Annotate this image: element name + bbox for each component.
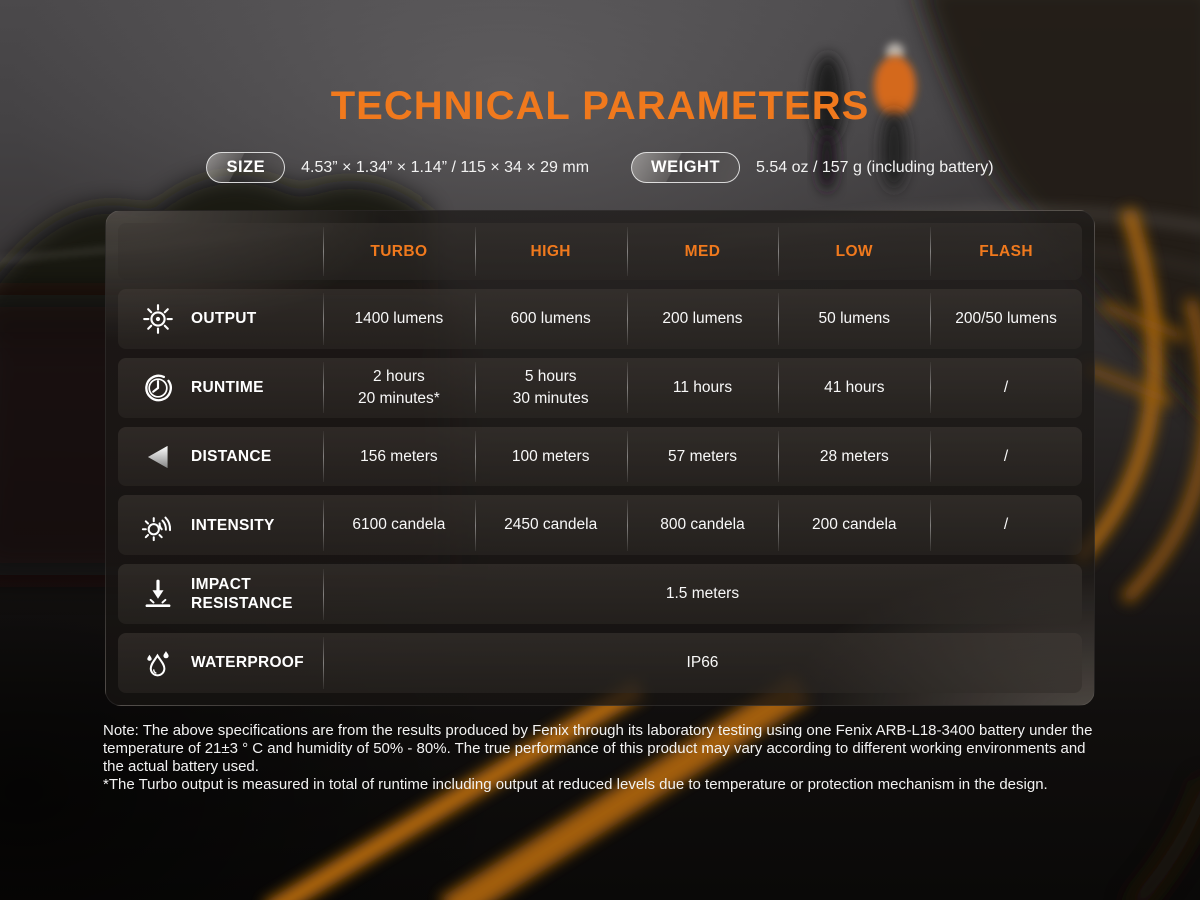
cell-intensity-low: 200 candela [778, 495, 930, 555]
column-header-low: LOW [778, 223, 930, 280]
row-label-impact-resistance: IMPACT RESISTANCE [191, 575, 293, 613]
size-badge-label: SIZE [226, 158, 266, 176]
cell-output-high: 600 lumens [474, 289, 627, 349]
hillside-right [921, 0, 1200, 409]
weight-badge-label: WEIGHT [651, 158, 721, 176]
light-intensity-icon [140, 507, 176, 543]
cell-intensity-flash: / [930, 495, 1082, 555]
size-weight-row: SIZE 4.53” × 1.34” × 1.14” / 115 × 34 × … [0, 152, 1200, 183]
cell-output-flash: 200/50 lumens [930, 289, 1082, 349]
page-title: TECHNICAL PARAMETERS [330, 84, 870, 128]
orange-curve-1 [1072, 207, 1163, 566]
column-header-flash: FLASH [930, 223, 1082, 280]
cell-intensity-high: 2450 candela [474, 495, 627, 555]
walker-dark [812, 54, 844, 142]
weight-group: WEIGHT 5.54 oz / 157 g (including batter… [631, 152, 994, 183]
cell-intensity-turbo: 6100 candela [323, 495, 475, 555]
weight-badge: WEIGHT [631, 152, 741, 183]
walker-dark-legs [817, 128, 837, 192]
dark-curve-bottom-right [1128, 778, 1200, 900]
cell-distance-turbo: 156 meters [323, 427, 475, 487]
cell-runtime-med: 11 hours [626, 358, 779, 418]
weight-value: 5.54 oz / 157 g (including battery) [756, 158, 994, 176]
cell-runtime-turbo: 2 hours 20 minutes* [323, 358, 475, 418]
footnote-main: Note: The above specifications are from … [103, 722, 1093, 775]
beam-triangle-icon [140, 439, 176, 475]
table-header-row: TURBO HIGH MED LOW FLASH [118, 223, 1082, 280]
cell-distance-high: 100 meters [474, 427, 627, 487]
clock-icon [140, 370, 176, 406]
row-label-waterproof: WATERPROOF [191, 654, 304, 672]
cell-distance-med: 57 meters [626, 427, 779, 487]
header-empty-cell [118, 223, 323, 280]
row-label-distance: DISTANCE [191, 447, 272, 465]
cell-distance-low: 28 meters [778, 427, 930, 487]
cell-impact-resistance-value: 1.5 meters [323, 564, 1082, 624]
brightness-icon [140, 301, 176, 337]
footnote-turbo: *The Turbo output is measured in total o… [103, 776, 1048, 793]
size-badge: SIZE [206, 152, 286, 183]
table-row-intensity: INTENSITY 6100 candela 2450 candela 800 … [118, 495, 1082, 556]
column-header-turbo: TURBO [323, 223, 475, 280]
walker-orange-legs [881, 110, 907, 190]
row-label-intensity: INTENSITY [191, 516, 275, 534]
table-row-waterproof: WATERPROOF IP66 [118, 633, 1082, 693]
table-row-runtime: RUNTIME 2 hours 20 minutes* 5 hours 30 m… [118, 357, 1082, 418]
cell-output-turbo: 1400 lumens [323, 289, 475, 349]
row-label-runtime: RUNTIME [191, 379, 264, 397]
walker-orange-helmet [886, 43, 904, 61]
orange-rung-1 [1100, 300, 1187, 343]
footnote: Note: The above specifications are from … [103, 722, 1108, 794]
water-drops-icon [140, 645, 176, 681]
impact-arrow-icon [140, 576, 176, 612]
table-row-output: OUTPUT 1400 lumens 600 lumens 200 lumens… [118, 289, 1082, 349]
size-group: SIZE 4.53” × 1.34” × 1.14” / 115 × 34 × … [206, 152, 589, 183]
cell-runtime-low: 41 hours [778, 358, 930, 418]
cell-distance-flash: / [930, 427, 1082, 487]
orange-stripe-left [268, 679, 646, 900]
orange-stripe-right [439, 674, 811, 900]
row-label-output: OUTPUT [191, 310, 257, 328]
cell-runtime-flash: / [930, 358, 1082, 418]
cell-intensity-med: 800 candela [626, 495, 779, 555]
column-header-high: HIGH [474, 223, 627, 280]
size-value: 4.53” × 1.34” × 1.14” / 115 × 34 × 29 mm [301, 158, 590, 176]
orange-curve-2 [1120, 298, 1200, 605]
column-header-med: MED [626, 223, 779, 280]
orange-rung-2 [1084, 363, 1174, 407]
table-row-impact-resistance: IMPACT RESISTANCE 1.5 meters [118, 564, 1082, 625]
cell-output-low: 50 lumens [778, 289, 930, 349]
cell-output-med: 200 lumens [626, 289, 779, 349]
cell-waterproof-value: IP66 [323, 633, 1082, 693]
walker-orange-jacket [874, 56, 916, 116]
table-row-distance: DISTANCE 156 meters 100 meters 57 meters… [118, 426, 1082, 487]
spec-table: TURBO HIGH MED LOW FLASH OUTPUT [105, 210, 1095, 706]
cell-runtime-high: 5 hours 30 minutes [474, 358, 627, 418]
